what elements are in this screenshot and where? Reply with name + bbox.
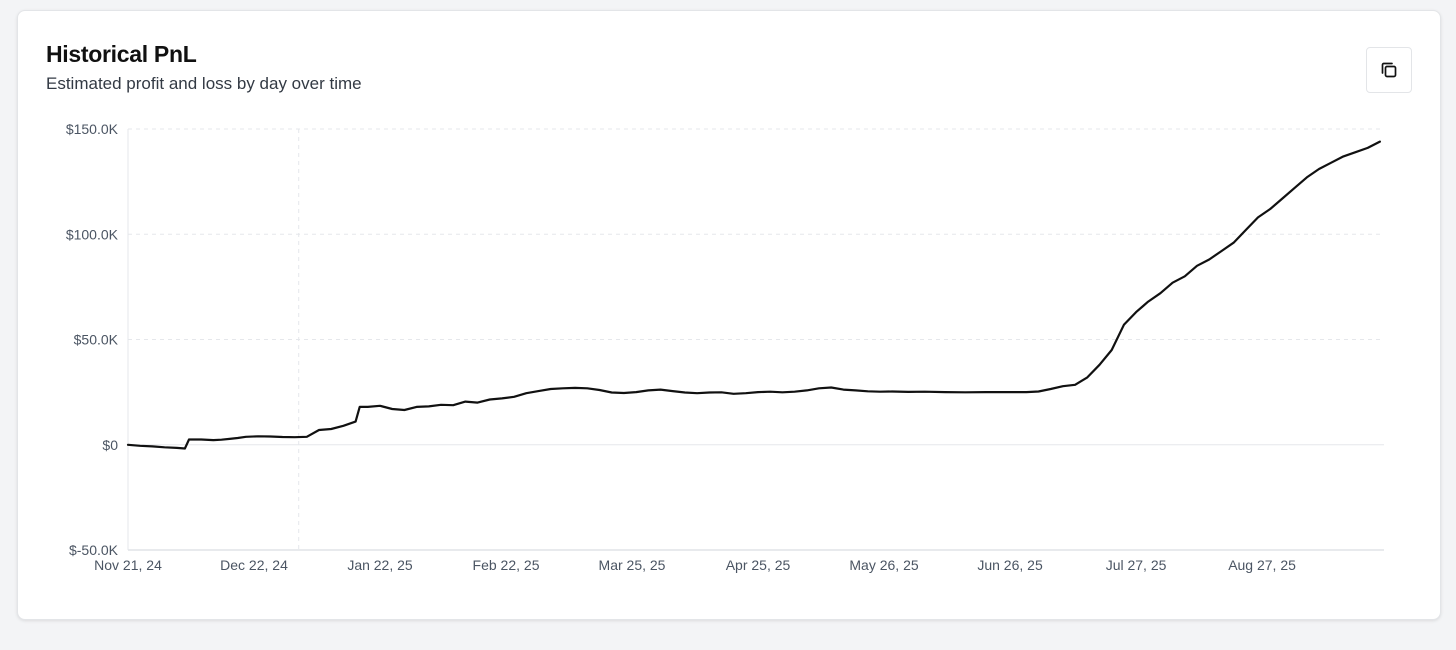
pnl-card: Historical PnL Estimated profit and loss… <box>17 10 1441 620</box>
x-tick-label: Aug 27, 25 <box>1228 557 1296 573</box>
chart-title: Historical PnL <box>46 41 197 67</box>
copy-icon <box>1381 62 1397 78</box>
x-tick-label: Jul 27, 25 <box>1106 557 1167 573</box>
x-tick-label: Feb 22, 25 <box>473 557 540 573</box>
x-tick-label: Jun 26, 25 <box>977 557 1043 573</box>
x-tick-label: May 26, 25 <box>849 557 918 573</box>
x-tick-label: Mar 25, 25 <box>599 557 666 573</box>
x-tick-label: Jan 22, 25 <box>347 557 413 573</box>
y-tick-label: $50.0K <box>74 332 119 348</box>
y-tick-label: $-50.0K <box>69 542 119 558</box>
chart-subtitle: Estimated profit and loss by day over ti… <box>46 74 362 93</box>
x-tick-label: Dec 22, 24 <box>220 557 288 573</box>
x-tick-label: Apr 25, 25 <box>726 557 791 573</box>
y-tick-label: $100.0K <box>66 226 119 242</box>
x-tick-label: Nov 21, 24 <box>94 557 162 573</box>
y-tick-label: $150.0K <box>66 121 119 137</box>
pnl-series-line <box>126 140 1382 450</box>
copy-button[interactable] <box>1366 47 1412 93</box>
y-tick-label: $0 <box>102 437 118 453</box>
